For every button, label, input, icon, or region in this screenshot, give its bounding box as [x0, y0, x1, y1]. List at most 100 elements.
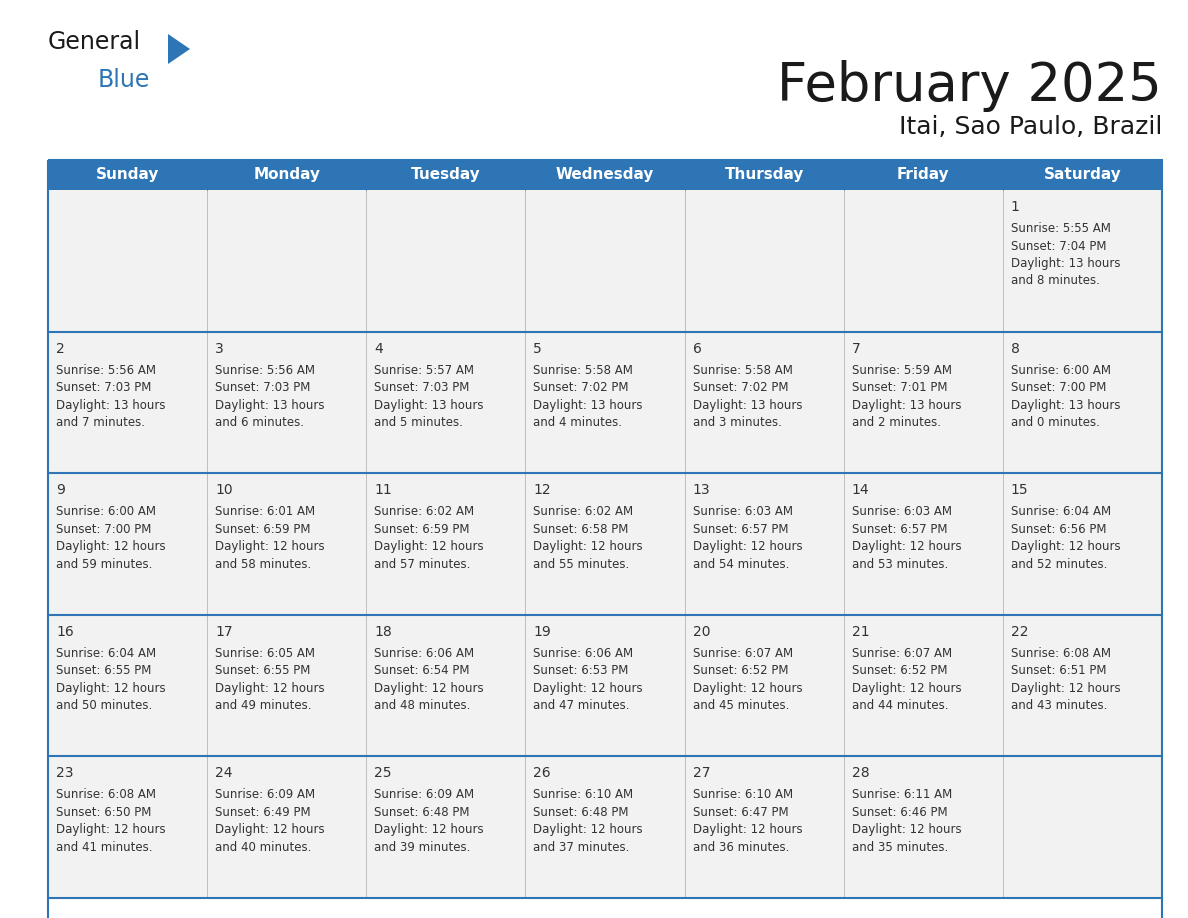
Bar — [684, 615, 843, 756]
Bar — [684, 473, 843, 615]
Bar — [1003, 331, 1162, 473]
Bar — [48, 756, 207, 898]
Text: Daylight: 12 hours: Daylight: 12 hours — [215, 823, 324, 836]
Bar — [207, 190, 366, 331]
Text: Sunrise: 5:56 AM: Sunrise: 5:56 AM — [56, 364, 156, 376]
Text: Sunrise: 6:06 AM: Sunrise: 6:06 AM — [533, 647, 633, 660]
Bar — [366, 331, 525, 473]
Text: Daylight: 12 hours: Daylight: 12 hours — [852, 540, 961, 554]
Text: Sunset: 6:49 PM: Sunset: 6:49 PM — [215, 806, 311, 819]
Text: Daylight: 12 hours: Daylight: 12 hours — [374, 540, 484, 554]
Text: 20: 20 — [693, 625, 710, 639]
Text: Friday: Friday — [897, 167, 949, 183]
Bar — [843, 190, 1003, 331]
Text: and 2 minutes.: and 2 minutes. — [852, 416, 941, 429]
Text: Monday: Monday — [253, 167, 321, 183]
Text: Sunrise: 6:05 AM: Sunrise: 6:05 AM — [215, 647, 315, 660]
Text: Thursday: Thursday — [725, 167, 804, 183]
Bar — [843, 615, 1003, 756]
Text: Sunrise: 6:04 AM: Sunrise: 6:04 AM — [1011, 505, 1111, 518]
Text: 13: 13 — [693, 483, 710, 498]
Text: and 44 minutes.: and 44 minutes. — [852, 700, 948, 712]
Text: Daylight: 12 hours: Daylight: 12 hours — [215, 682, 324, 695]
Text: Daylight: 12 hours: Daylight: 12 hours — [852, 682, 961, 695]
Text: Sunset: 6:51 PM: Sunset: 6:51 PM — [1011, 665, 1106, 677]
Text: Sunrise: 5:58 AM: Sunrise: 5:58 AM — [533, 364, 633, 376]
Text: and 55 minutes.: and 55 minutes. — [533, 558, 630, 571]
Text: Sunset: 6:59 PM: Sunset: 6:59 PM — [215, 522, 310, 536]
Text: 18: 18 — [374, 625, 392, 639]
Text: 23: 23 — [56, 767, 74, 780]
Bar — [843, 331, 1003, 473]
Text: 28: 28 — [852, 767, 870, 780]
Bar — [525, 756, 684, 898]
Text: Tuesday: Tuesday — [411, 167, 481, 183]
Bar — [366, 190, 525, 331]
Text: Sunrise: 6:02 AM: Sunrise: 6:02 AM — [374, 505, 474, 518]
Text: and 5 minutes.: and 5 minutes. — [374, 416, 463, 429]
Text: 16: 16 — [56, 625, 74, 639]
Text: and 53 minutes.: and 53 minutes. — [852, 558, 948, 571]
Text: 15: 15 — [1011, 483, 1029, 498]
Text: 14: 14 — [852, 483, 870, 498]
Text: Sunrise: 6:07 AM: Sunrise: 6:07 AM — [852, 647, 952, 660]
Bar — [207, 331, 366, 473]
Text: Sunset: 6:55 PM: Sunset: 6:55 PM — [56, 665, 151, 677]
Text: Sunset: 6:46 PM: Sunset: 6:46 PM — [852, 806, 947, 819]
Bar — [366, 756, 525, 898]
Text: Sunrise: 6:03 AM: Sunrise: 6:03 AM — [693, 505, 792, 518]
Text: and 52 minutes.: and 52 minutes. — [1011, 558, 1107, 571]
Text: Daylight: 12 hours: Daylight: 12 hours — [1011, 540, 1120, 554]
Text: Daylight: 12 hours: Daylight: 12 hours — [533, 682, 643, 695]
Text: and 58 minutes.: and 58 minutes. — [215, 558, 311, 571]
Text: 26: 26 — [533, 767, 551, 780]
Text: 11: 11 — [374, 483, 392, 498]
Text: Daylight: 13 hours: Daylight: 13 hours — [215, 398, 324, 411]
Text: Sunset: 7:02 PM: Sunset: 7:02 PM — [533, 381, 628, 394]
Text: and 41 minutes.: and 41 minutes. — [56, 841, 152, 854]
Bar — [48, 160, 1162, 918]
Bar — [48, 615, 207, 756]
Text: 22: 22 — [1011, 625, 1029, 639]
Text: Daylight: 12 hours: Daylight: 12 hours — [533, 540, 643, 554]
Text: Sunrise: 6:00 AM: Sunrise: 6:00 AM — [1011, 364, 1111, 376]
Text: Sunset: 6:48 PM: Sunset: 6:48 PM — [533, 806, 628, 819]
Text: Sunset: 6:57 PM: Sunset: 6:57 PM — [693, 522, 788, 536]
Polygon shape — [168, 34, 190, 64]
Text: Daylight: 13 hours: Daylight: 13 hours — [693, 398, 802, 411]
Text: Sunset: 6:57 PM: Sunset: 6:57 PM — [852, 522, 947, 536]
Text: and 0 minutes.: and 0 minutes. — [1011, 416, 1100, 429]
Text: and 47 minutes.: and 47 minutes. — [533, 700, 630, 712]
Text: and 59 minutes.: and 59 minutes. — [56, 558, 152, 571]
Bar — [1003, 615, 1162, 756]
Bar — [366, 473, 525, 615]
Text: 2: 2 — [56, 341, 65, 355]
Bar — [525, 331, 684, 473]
Text: Sunrise: 5:57 AM: Sunrise: 5:57 AM — [374, 364, 474, 376]
Bar — [48, 160, 1162, 190]
Text: Daylight: 13 hours: Daylight: 13 hours — [56, 398, 165, 411]
Text: Sunrise: 5:58 AM: Sunrise: 5:58 AM — [693, 364, 792, 376]
Text: Sunrise: 6:00 AM: Sunrise: 6:00 AM — [56, 505, 156, 518]
Text: and 37 minutes.: and 37 minutes. — [533, 841, 630, 854]
Text: Daylight: 12 hours: Daylight: 12 hours — [693, 540, 802, 554]
Text: Daylight: 13 hours: Daylight: 13 hours — [533, 398, 643, 411]
Text: Sunrise: 6:03 AM: Sunrise: 6:03 AM — [852, 505, 952, 518]
Bar — [684, 331, 843, 473]
Text: and 45 minutes.: and 45 minutes. — [693, 700, 789, 712]
Text: Daylight: 13 hours: Daylight: 13 hours — [852, 398, 961, 411]
Text: Daylight: 12 hours: Daylight: 12 hours — [693, 823, 802, 836]
Text: Sunrise: 6:08 AM: Sunrise: 6:08 AM — [1011, 647, 1111, 660]
Bar — [525, 615, 684, 756]
Text: Sunrise: 6:10 AM: Sunrise: 6:10 AM — [533, 789, 633, 801]
Text: Sunrise: 6:06 AM: Sunrise: 6:06 AM — [374, 647, 474, 660]
Bar — [684, 756, 843, 898]
Bar — [48, 190, 207, 331]
Text: Sunset: 7:03 PM: Sunset: 7:03 PM — [56, 381, 151, 394]
Text: Daylight: 13 hours: Daylight: 13 hours — [374, 398, 484, 411]
Text: 19: 19 — [533, 625, 551, 639]
Text: and 7 minutes.: and 7 minutes. — [56, 416, 145, 429]
Bar — [48, 331, 207, 473]
Text: Daylight: 12 hours: Daylight: 12 hours — [533, 823, 643, 836]
Text: Daylight: 12 hours: Daylight: 12 hours — [56, 540, 165, 554]
